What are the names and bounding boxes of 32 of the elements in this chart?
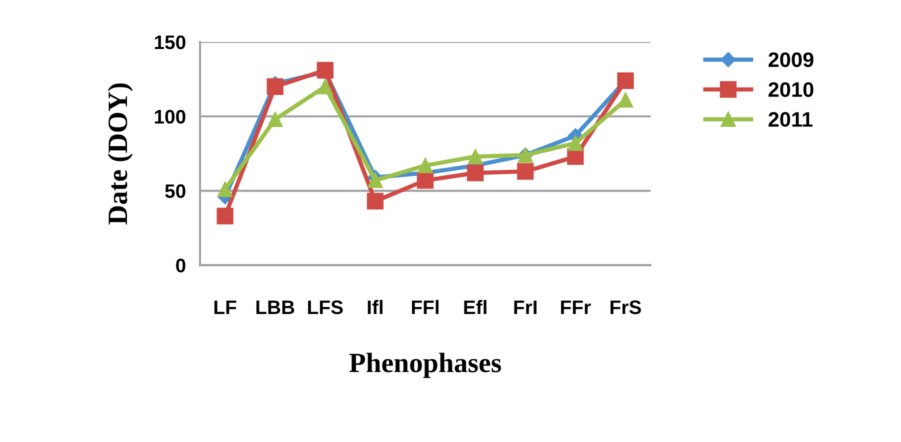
point bbox=[466, 164, 484, 182]
point bbox=[618, 92, 634, 108]
point bbox=[266, 78, 284, 95]
x-tick-label: FFl bbox=[412, 300, 438, 314]
point bbox=[216, 208, 234, 224]
point bbox=[267, 112, 283, 128]
legend-label: 2009 bbox=[768, 52, 814, 68]
x-tick-label: Ifl bbox=[368, 300, 382, 314]
point bbox=[468, 148, 483, 164]
x-tick-label: LF bbox=[214, 300, 236, 314]
x-tick-label: Efl bbox=[464, 300, 486, 314]
x-tick-label: FrI bbox=[514, 300, 537, 314]
y-tick-label: 0 bbox=[176, 258, 186, 272]
x-tick-label: FrS bbox=[610, 300, 641, 314]
x-axis-title: Phenophases bbox=[349, 352, 501, 378]
point bbox=[517, 163, 534, 180]
point bbox=[416, 172, 434, 189]
x-tick-label: FFr bbox=[561, 300, 591, 314]
y-tick-label: 100 bbox=[154, 110, 186, 124]
point bbox=[217, 182, 233, 197]
point bbox=[368, 172, 383, 188]
point bbox=[318, 78, 333, 94]
y-axis-title: Date (DOY) bbox=[108, 83, 133, 224]
x-tick-label: LBB bbox=[256, 300, 294, 314]
legend-label: 2010 bbox=[768, 82, 814, 97]
point bbox=[366, 192, 384, 210]
point bbox=[568, 136, 584, 151]
y-tick-label: 150 bbox=[154, 35, 186, 50]
point bbox=[418, 158, 433, 174]
y-tick-label: 50 bbox=[165, 184, 186, 198]
x-tick-label: LFS bbox=[308, 300, 343, 314]
legend-label: 2011 bbox=[768, 112, 812, 127]
